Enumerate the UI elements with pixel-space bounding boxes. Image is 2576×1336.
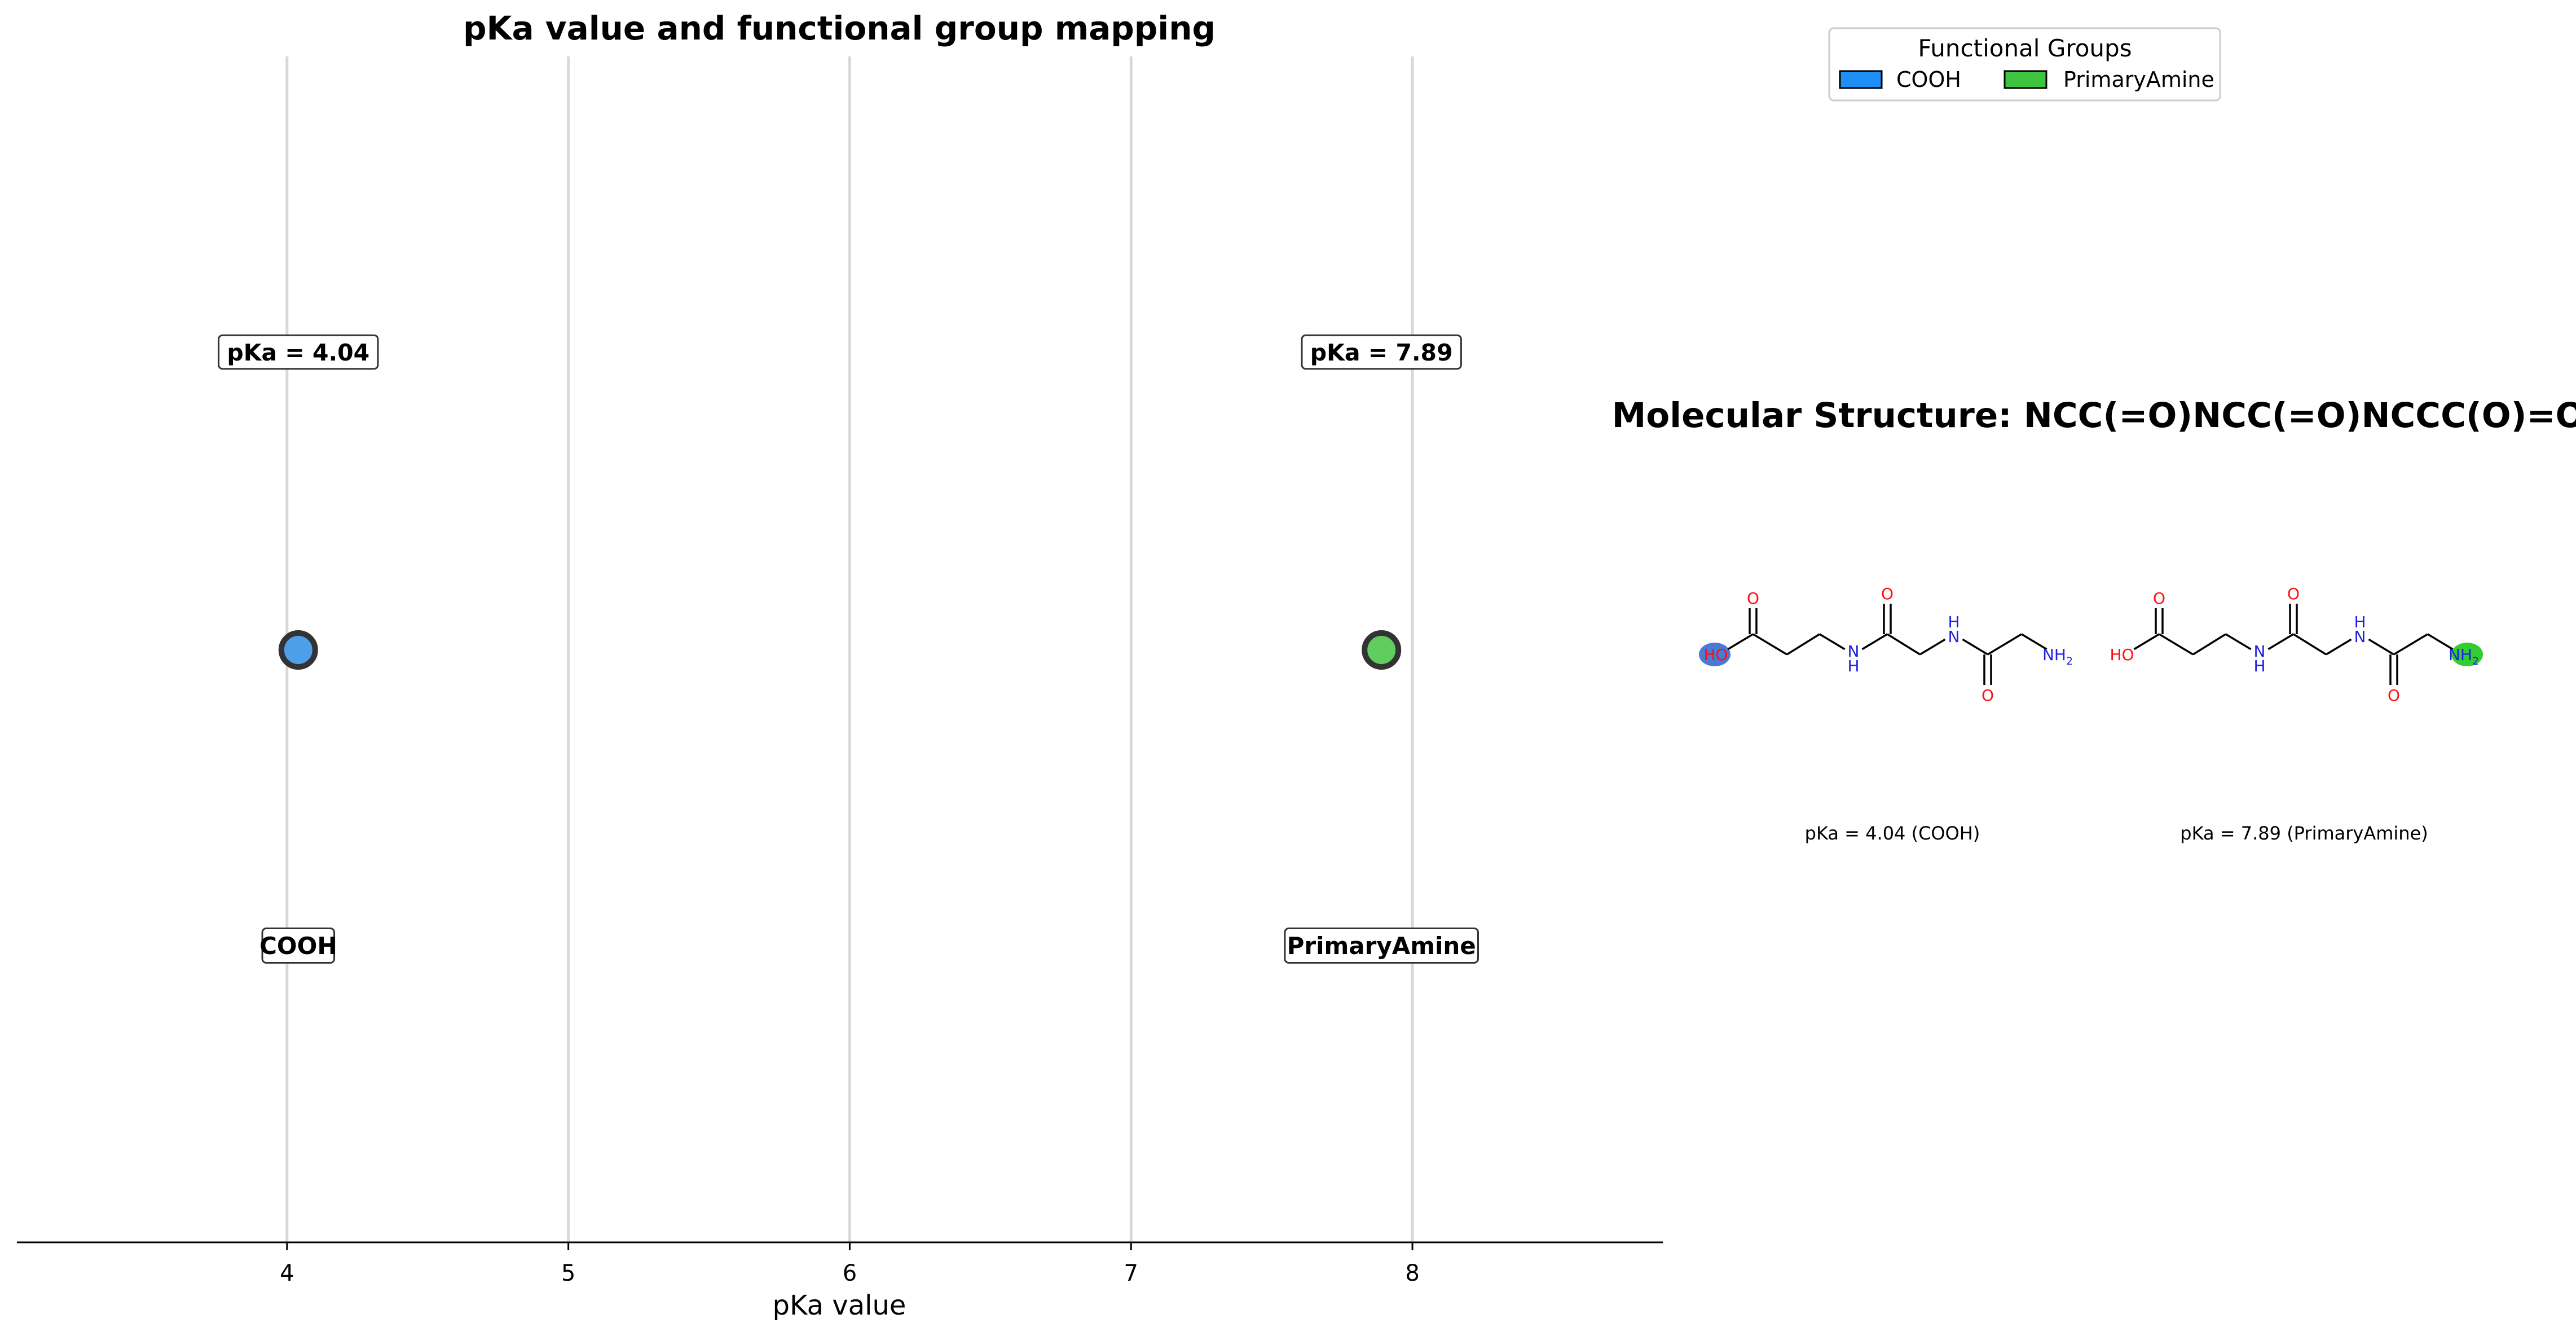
molecule-panel: Molecular Structure: NCC(=O)NCC(=O)NCCC(…	[1612, 395, 2576, 844]
chart-title: pKa value and functional group mapping	[463, 9, 1216, 47]
bond	[1786, 633, 1820, 656]
bond	[1752, 633, 1787, 656]
bond	[2368, 638, 2394, 656]
atom-hydroxyl: HO	[2110, 645, 2134, 664]
group-label-cooh-text: COOH	[259, 932, 337, 960]
group-label-primaryamine-text: PrimaryAmine	[1287, 932, 1476, 960]
atom-nitrogen-h: H	[2354, 613, 2366, 631]
bond	[2021, 633, 2047, 651]
atom-nitrogen-h: H	[2253, 657, 2265, 675]
atom-amine-subscript: 2	[2472, 655, 2479, 667]
atom-nitrogen-h: H	[1948, 613, 1959, 631]
bond	[1819, 633, 1846, 651]
highlight-hydroxyl	[1699, 643, 1730, 666]
x-tick-label-4: 4	[280, 1260, 294, 1286]
x-ticks: 4 5 6 7 8	[280, 1242, 1420, 1286]
molecule-caption-primaryamine: pKa = 7.89 (PrimaryAmine)	[2180, 823, 2428, 844]
atom-nitrogen: N	[2254, 642, 2266, 661]
x-axis-label: pKa value	[773, 1290, 906, 1321]
atom-amine-subscript: 2	[2066, 655, 2073, 667]
data-point-primaryamine	[1362, 630, 1402, 670]
bond	[2293, 633, 2327, 656]
legend-swatch-primaryamine	[2003, 70, 2047, 89]
bond	[2225, 633, 2252, 651]
x-tick-label-5: 5	[561, 1260, 575, 1286]
atom-oxygen: O	[1981, 686, 1994, 705]
legend-frame	[1828, 27, 2221, 102]
legend-label-primaryamine: PrimaryAmine	[2063, 67, 2214, 92]
atom-nitrogen: N	[1948, 627, 1960, 646]
bond	[2326, 638, 2352, 656]
legend-title: Functional Groups	[1918, 34, 2132, 62]
highlight-amine	[2451, 643, 2483, 666]
pka-value-label-primaryamine-box	[1301, 334, 1462, 370]
x-tick-label-6: 6	[843, 1260, 857, 1286]
bond	[2133, 633, 2160, 651]
x-tick-label-7: 7	[1124, 1260, 1138, 1286]
atom-oxygen: O	[2287, 584, 2300, 603]
bond	[2192, 633, 2226, 656]
group-label-cooh-box	[261, 928, 336, 964]
pka-chart: pKa value and functional group mapping 4…	[17, 9, 1663, 1321]
atom-oxygen: O	[1881, 584, 1894, 603]
pka-value-label-cooh-box	[218, 334, 379, 370]
group-label-primaryamine: PrimaryAmine	[1284, 928, 1479, 964]
atom-oxygen: O	[2388, 686, 2400, 705]
molecule-title: Molecular Structure: NCC(=O)NCC(=O)NCCC(…	[1612, 395, 2576, 436]
atom-hydroxyl: HO	[1703, 645, 1728, 664]
x-tick-label-8: 8	[1405, 1260, 1419, 1286]
pka-value-label-cooh: pKa = 4.04	[218, 334, 379, 370]
bond	[1919, 638, 1946, 656]
atom-amine: NH2	[2042, 645, 2073, 667]
bond	[1861, 633, 1888, 651]
pka-value-label-cooh-text: pKa = 4.04	[227, 339, 369, 366]
atom-nitrogen: N	[2354, 627, 2366, 646]
bond	[2267, 633, 2294, 651]
bond	[1887, 633, 1921, 656]
atom-oxygen: O	[2153, 589, 2165, 608]
bond	[1727, 633, 1754, 651]
atom-oxygen: O	[1747, 589, 1759, 608]
bond	[2427, 633, 2454, 651]
data-points: pKa = 4.04 COOH pKa = 7.89 PrimaryAmine	[218, 334, 1479, 964]
legend-swatch-cooh	[1839, 70, 1883, 89]
group-label-primaryamine-box	[1284, 928, 1479, 964]
bond	[1962, 638, 1988, 656]
pka-value-label-primaryamine: pKa = 7.89	[1301, 334, 1462, 370]
bond	[2159, 633, 2194, 656]
group-label-cooh: COOH	[259, 928, 337, 964]
bond	[2393, 633, 2428, 656]
gridlines	[285, 56, 1414, 1242]
bond	[1987, 633, 2022, 656]
atom-nitrogen: N	[1848, 642, 1860, 661]
atom-nitrogen-h: H	[1847, 657, 1859, 675]
legend: Functional Groups COOH PrimaryAmine	[1828, 27, 2221, 102]
legend-label-cooh: COOH	[1896, 67, 1961, 92]
pka-value-label-primaryamine-text: pKa = 7.89	[1310, 339, 1453, 366]
data-point-cooh	[278, 630, 318, 670]
molecule-caption-cooh: pKa = 4.04 (COOH)	[1805, 823, 1980, 844]
